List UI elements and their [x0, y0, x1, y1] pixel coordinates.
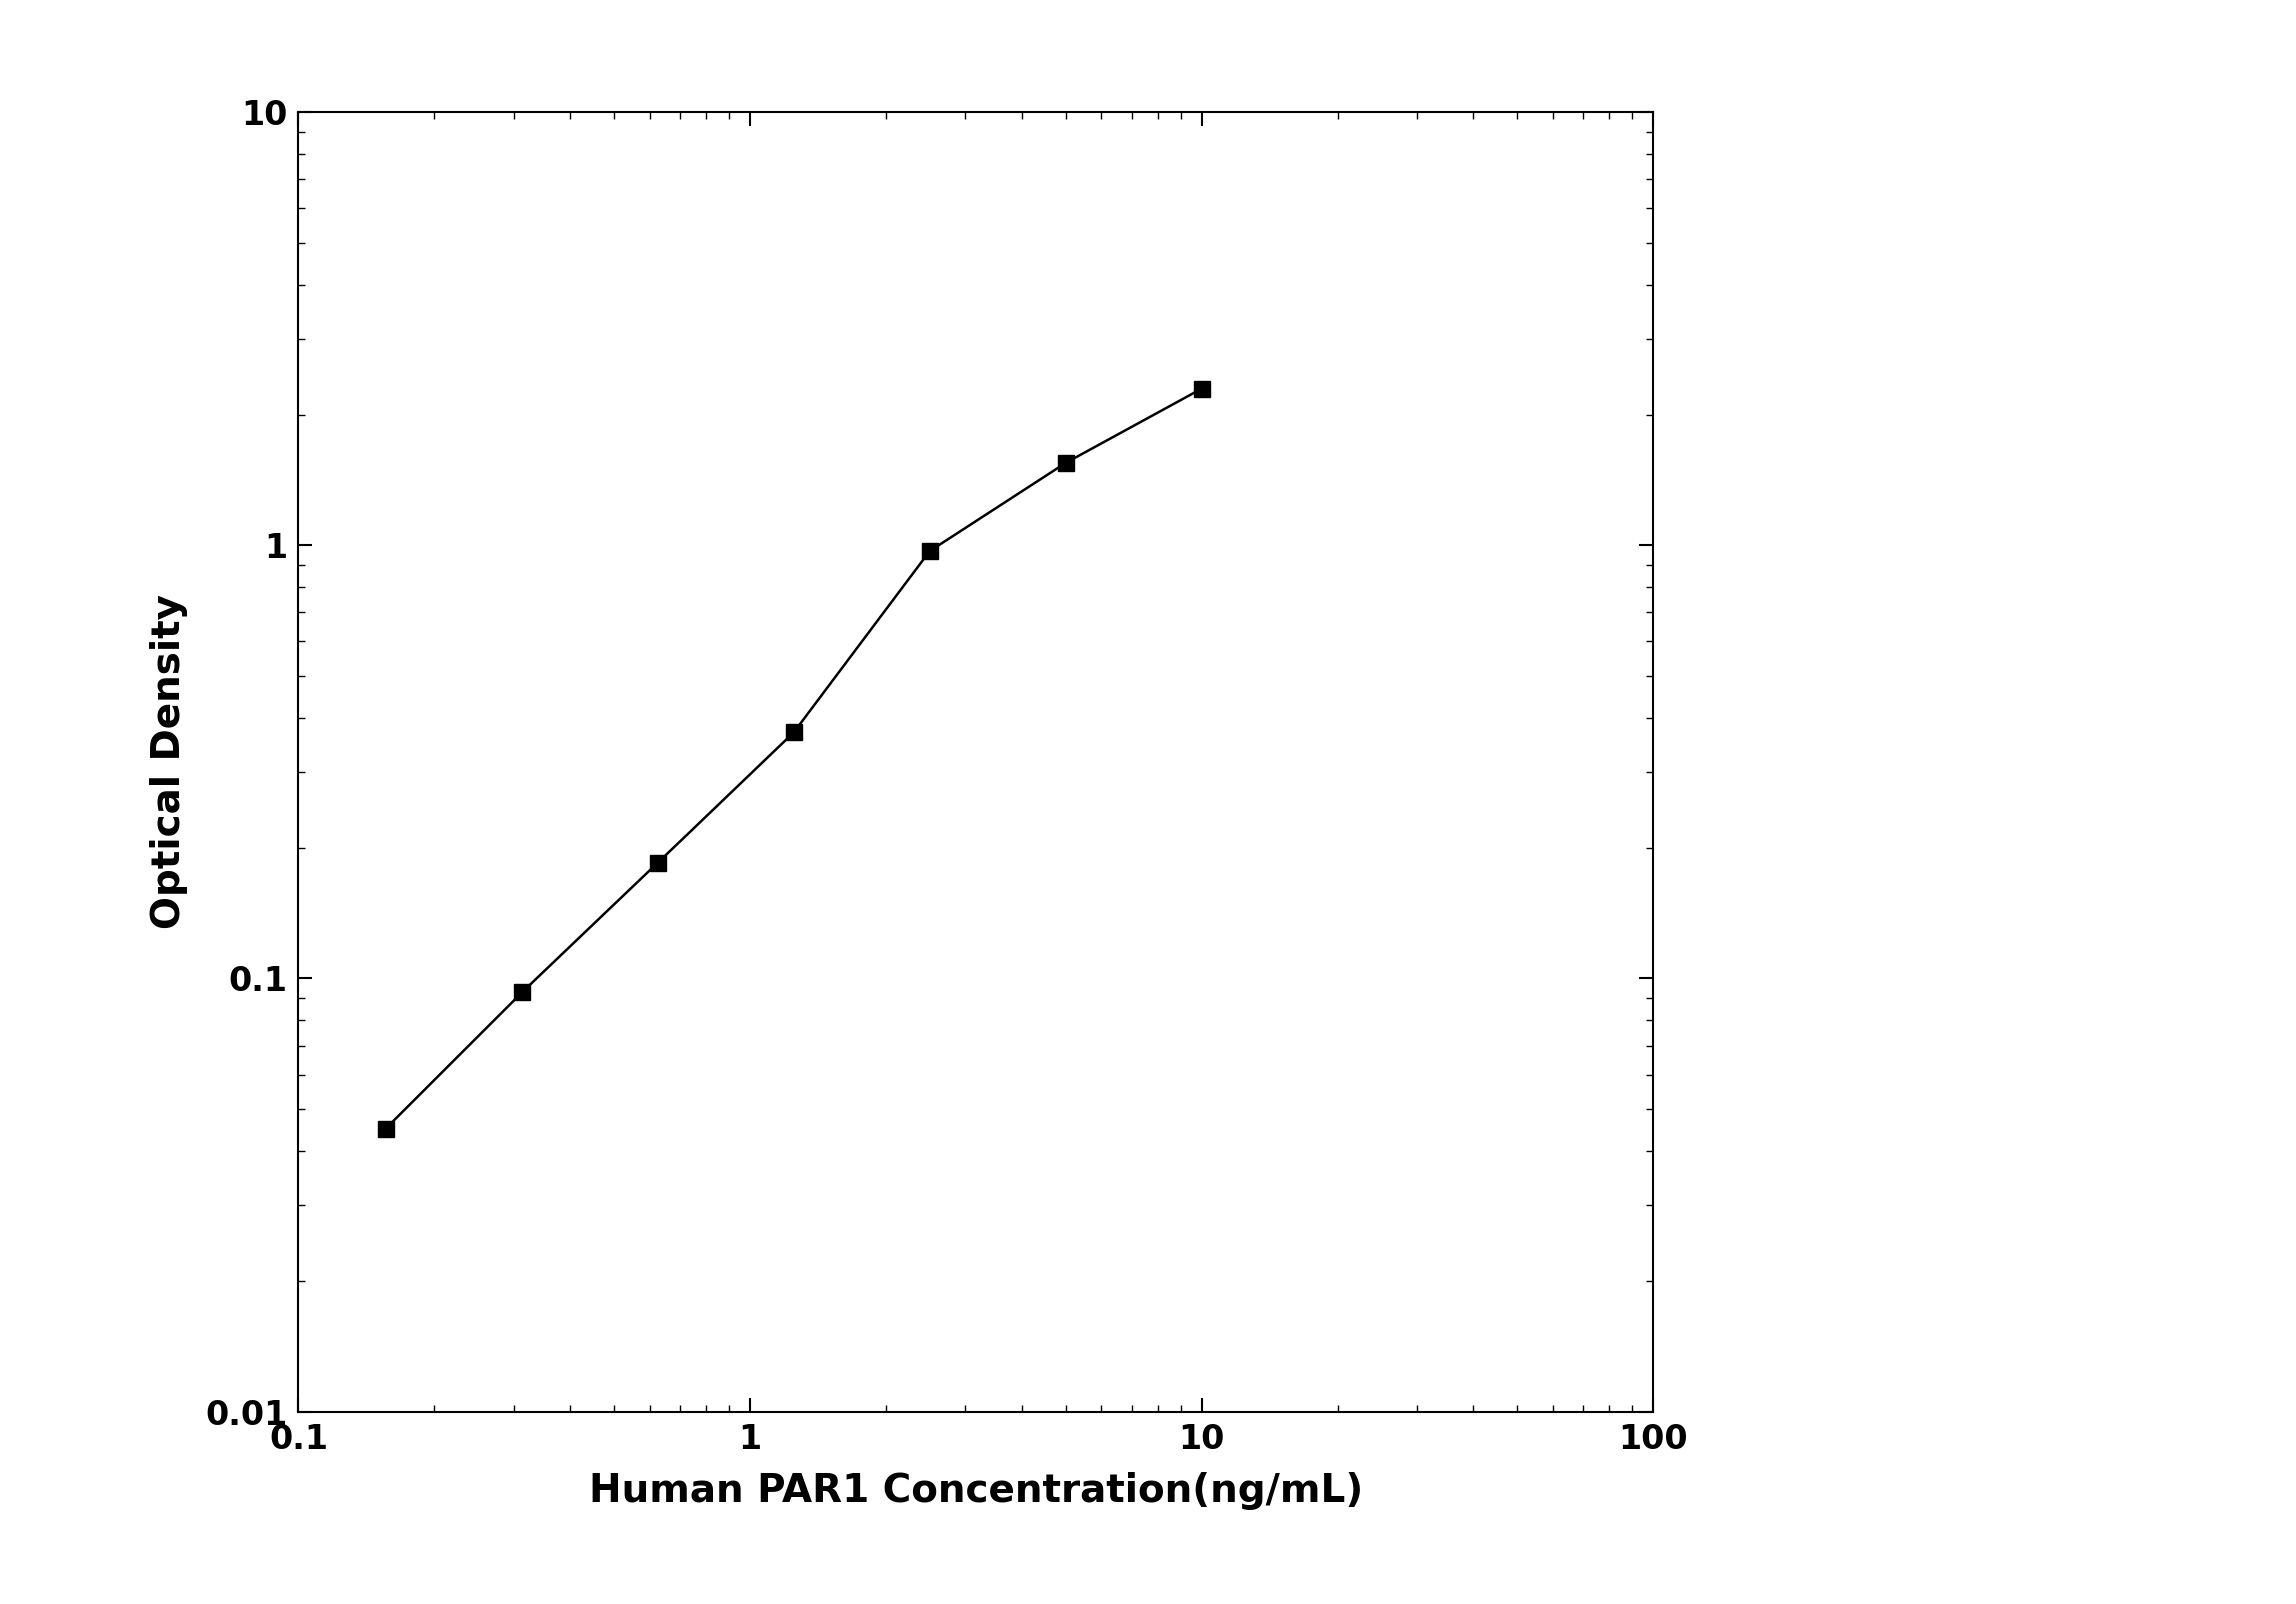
X-axis label: Human PAR1 Concentration(ng/mL): Human PAR1 Concentration(ng/mL) [588, 1472, 1364, 1511]
Y-axis label: Optical Density: Optical Density [152, 595, 188, 929]
